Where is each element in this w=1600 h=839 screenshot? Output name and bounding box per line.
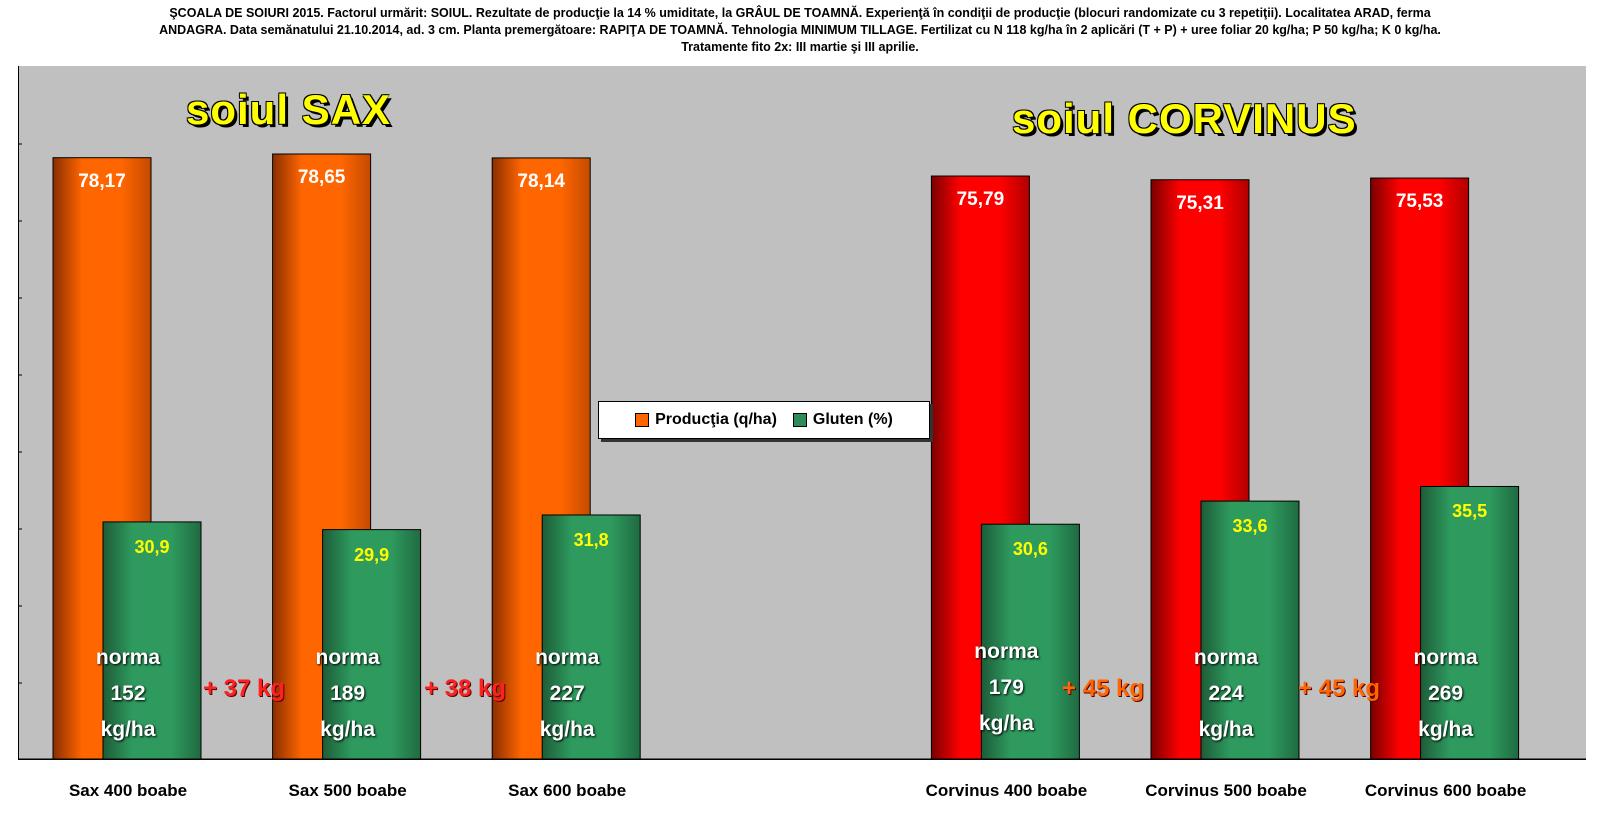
norma-unit: kg/ha: [1418, 718, 1474, 741]
increment-label: + 38 kg: [424, 675, 507, 702]
norma-label: norma 152 kg/ha: [68, 640, 188, 748]
increment-label: + 37 kg: [203, 675, 286, 702]
category-label: Sax 500 boabe: [288, 781, 407, 800]
norma-label: norma 227 kg/ha: [507, 640, 627, 748]
norma-unit: kg/ha: [539, 718, 595, 741]
norma-label: norma 269 kg/ha: [1386, 640, 1506, 748]
value-label-gluten: 29,9: [354, 544, 390, 565]
value-label-gluten: 33,6: [1232, 516, 1268, 537]
norma-value: 269: [1428, 682, 1464, 705]
norma-word: norma: [315, 646, 380, 669]
value-label-gluten: 31,8: [573, 529, 609, 550]
bar-gluten: [1200, 500, 1300, 760]
legend-swatch-productia: [635, 413, 650, 427]
bars-layer: [52, 153, 1520, 760]
norma-word: norma: [95, 646, 161, 669]
category-label: Corvinus 500 boabe: [1145, 781, 1307, 800]
category-label: Sax 600 boabe: [508, 781, 627, 800]
norma-word: norma: [1193, 646, 1259, 669]
group-title-corvinus: soiul CORVINUS: [1012, 95, 1357, 142]
norma-unit: kg/ha: [978, 712, 1034, 735]
norma-word: norma: [1413, 646, 1478, 669]
norma-value: 227: [549, 682, 585, 705]
norma-value: 189: [330, 682, 366, 705]
bar-gluten: [322, 529, 422, 760]
norma-unit: kg/ha: [100, 718, 156, 741]
legend-item-productia: Producţia (q/ha): [635, 411, 777, 429]
value-label-gluten: 30,6: [1012, 539, 1048, 560]
norma-label: norma 224 kg/ha: [1166, 640, 1286, 748]
value-label-gluten: 35,5: [1452, 501, 1488, 522]
bar-gluten: [980, 523, 1080, 760]
header-line-1: ŞCOALA DE SOIURI 2015. Factorul urmărit:…: [169, 6, 1431, 20]
legend-label-productia: Producţia (q/ha): [655, 411, 777, 428]
category-label: Sax 400 boabe: [68, 781, 188, 800]
legend: Producţia (q/ha) Gluten (%): [598, 401, 930, 439]
norma-value: 179: [988, 676, 1024, 699]
axis-layer: [18, 66, 1586, 760]
value-label-gluten: 30,9: [134, 536, 170, 557]
norma-value: 224: [1208, 682, 1244, 705]
bar-productia: [491, 157, 591, 760]
plot-area: [18, 66, 1586, 760]
legend-label-gluten: Gluten (%): [812, 411, 893, 428]
chart-svg: [18, 66, 1586, 760]
legend-swatch-gluten: [792, 413, 807, 427]
value-label-productia: 75,79: [956, 189, 1005, 211]
group-title-sax: soiul SAX: [186, 86, 392, 133]
legend-item-gluten: Gluten (%): [792, 411, 893, 429]
header-line-3: Tratamente fito 2x: III martie şi III ap…: [681, 40, 919, 54]
value-label-productia: 78,14: [517, 170, 565, 192]
value-label-productia: 75,31: [1176, 192, 1224, 214]
chart-header: ŞCOALA DE SOIURI 2015. Factorul urmărit:…: [0, 5, 1600, 56]
category-label: Corvinus 400 boabe: [925, 781, 1088, 800]
increment-label: + 45 kg: [1062, 675, 1145, 702]
norma-unit: kg/ha: [1198, 718, 1254, 741]
bar-gluten: [541, 514, 641, 760]
value-label-productia: 78,65: [297, 167, 346, 188]
category-label: Corvinus 600 boabe: [1364, 781, 1527, 800]
norma-unit: kg/ha: [320, 718, 376, 741]
norma-word: norma: [974, 640, 1039, 663]
norma-value: 152: [110, 682, 146, 705]
increment-label: + 45 kg: [1298, 675, 1381, 702]
value-label-productia: 78,17: [78, 170, 126, 192]
bar-gluten: [102, 521, 202, 760]
bar-gluten: [1420, 485, 1520, 760]
value-label-productia: 75,53: [1395, 191, 1444, 213]
header-line-2: ANDAGRA. Data semănatului 21.10.2014, ad…: [159, 23, 1441, 37]
norma-label: norma 179 kg/ha: [946, 634, 1066, 742]
norma-word: norma: [535, 646, 600, 669]
norma-label: norma 189 kg/ha: [288, 640, 408, 748]
